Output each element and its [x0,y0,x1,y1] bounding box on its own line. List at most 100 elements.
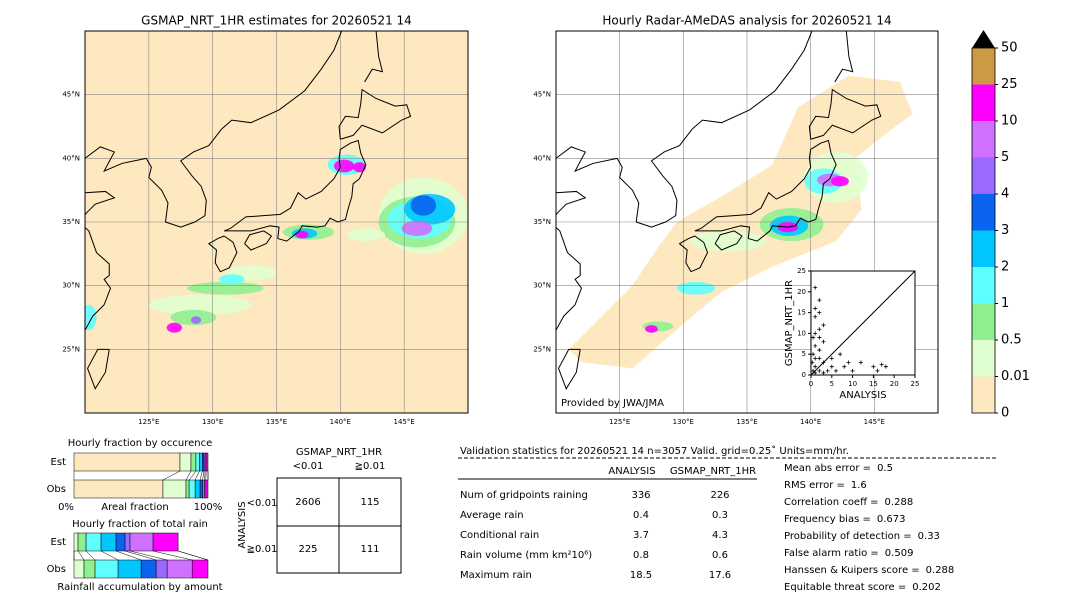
stat-value: 3.7 [633,530,649,541]
coastline [87,348,110,390]
coastline [678,235,709,273]
stat-value: 18.5 [630,570,652,581]
scatter-point [817,298,822,303]
lat-label: 25°N [62,345,80,353]
scatter-point [821,360,826,365]
coastline [834,31,854,83]
colorbar-label: 25 [1001,77,1018,92]
stat-value: 0.3 [712,510,728,521]
connector [202,470,205,481]
rain-area [187,281,264,295]
connector [162,470,181,481]
rain-area [148,294,251,315]
fraction-segment [195,452,200,472]
lon-label: 125°E [609,418,630,426]
scatter-point [813,370,818,375]
rain-area [676,281,716,295]
score-value: 0.288 [885,497,914,508]
lon-label: 130°E [202,418,223,426]
scatter-point [813,285,818,290]
fraction-segment [199,479,203,499]
colorbar-segment [972,84,995,121]
stat-label: Maximum rain [460,570,532,581]
fraction-segment [124,532,131,552]
connector [188,470,197,481]
axis-label: Areal fraction [101,502,168,513]
lat-label: 35°N [533,218,551,226]
colorbar-extend [972,30,995,48]
rain-area [353,162,366,173]
row-label: Est [51,457,67,468]
col-header: <0.01 [293,461,324,472]
colorbar-segment [972,230,995,267]
lat-label: 45°N [533,91,551,99]
scatter-point [821,323,826,328]
fraction-segment [185,479,190,499]
rain-area [831,176,849,187]
coastline [556,190,587,331]
colorbar-label: 3 [1001,223,1009,238]
rain-area [295,230,309,239]
score: Correlation coeff = 0.288 [784,497,913,508]
lat-label: 25°N [533,345,551,353]
coastline [338,88,412,140]
table-value: 111 [360,544,379,555]
lat-label: 35°N [62,218,80,226]
col-header: ≧0.01 [355,461,386,472]
y-tick-label: 10 [797,329,806,337]
connector [115,550,142,561]
rain-area [346,228,386,242]
stat-value: 0.6 [712,550,728,561]
map-title: GSMAP_NRT_1HR estimates for 20260521 14 [141,14,412,28]
axis-label: 100% [194,502,223,513]
connector [153,550,193,561]
scatter-point [813,356,818,361]
coastline [616,128,693,228]
scatter-point [833,368,838,373]
colorbar-label: 1 [1001,296,1009,311]
lon-label: 140°E [330,418,351,426]
coastline [808,88,882,140]
coastline [85,146,147,173]
fraction-segment [191,559,209,579]
scatter-point [810,360,815,365]
colorbar-label: 50 [1001,41,1018,56]
lon-label: 130°E [673,418,694,426]
scatter-point [817,327,822,332]
fraction-segment [77,532,87,552]
fraction-segment [162,479,187,499]
score-label: Frequency bias = [784,514,871,525]
y-tick-label: 5 [802,350,806,358]
scatter-point [817,310,822,315]
fraction-segment [73,532,79,552]
scatter-point [813,364,818,369]
fraction-segment [188,479,196,499]
fraction-segment [140,559,157,579]
scatter-point [858,360,863,365]
scatter-point [813,331,818,336]
coastline [691,31,813,130]
score-label: RMS error = [784,480,845,491]
stat-value: 17.6 [709,570,731,581]
stat-value: 0.8 [633,550,649,561]
fraction-segment [202,479,205,499]
rain-area [401,220,433,237]
score-value: 0.288 [926,565,955,576]
fraction-segment [85,532,102,552]
scatter-point [838,352,843,357]
table-value: 225 [298,544,317,555]
scatter-point [842,364,847,369]
scatter-point [813,314,818,319]
stat-label: Conditional rain [460,530,539,541]
score-label: Correlation coeff = [784,497,879,508]
colorbar-segment [972,157,995,194]
score-label: Probability of detection = [784,531,912,542]
map-frame [84,30,469,414]
score: Frequency bias = 0.673 [784,514,906,525]
scatter-point [813,306,818,311]
x-tick-label: 25 [911,380,920,388]
coastline [557,348,581,390]
scatter-point [846,360,851,365]
credit: Provided by JWA/JMA [561,398,664,409]
